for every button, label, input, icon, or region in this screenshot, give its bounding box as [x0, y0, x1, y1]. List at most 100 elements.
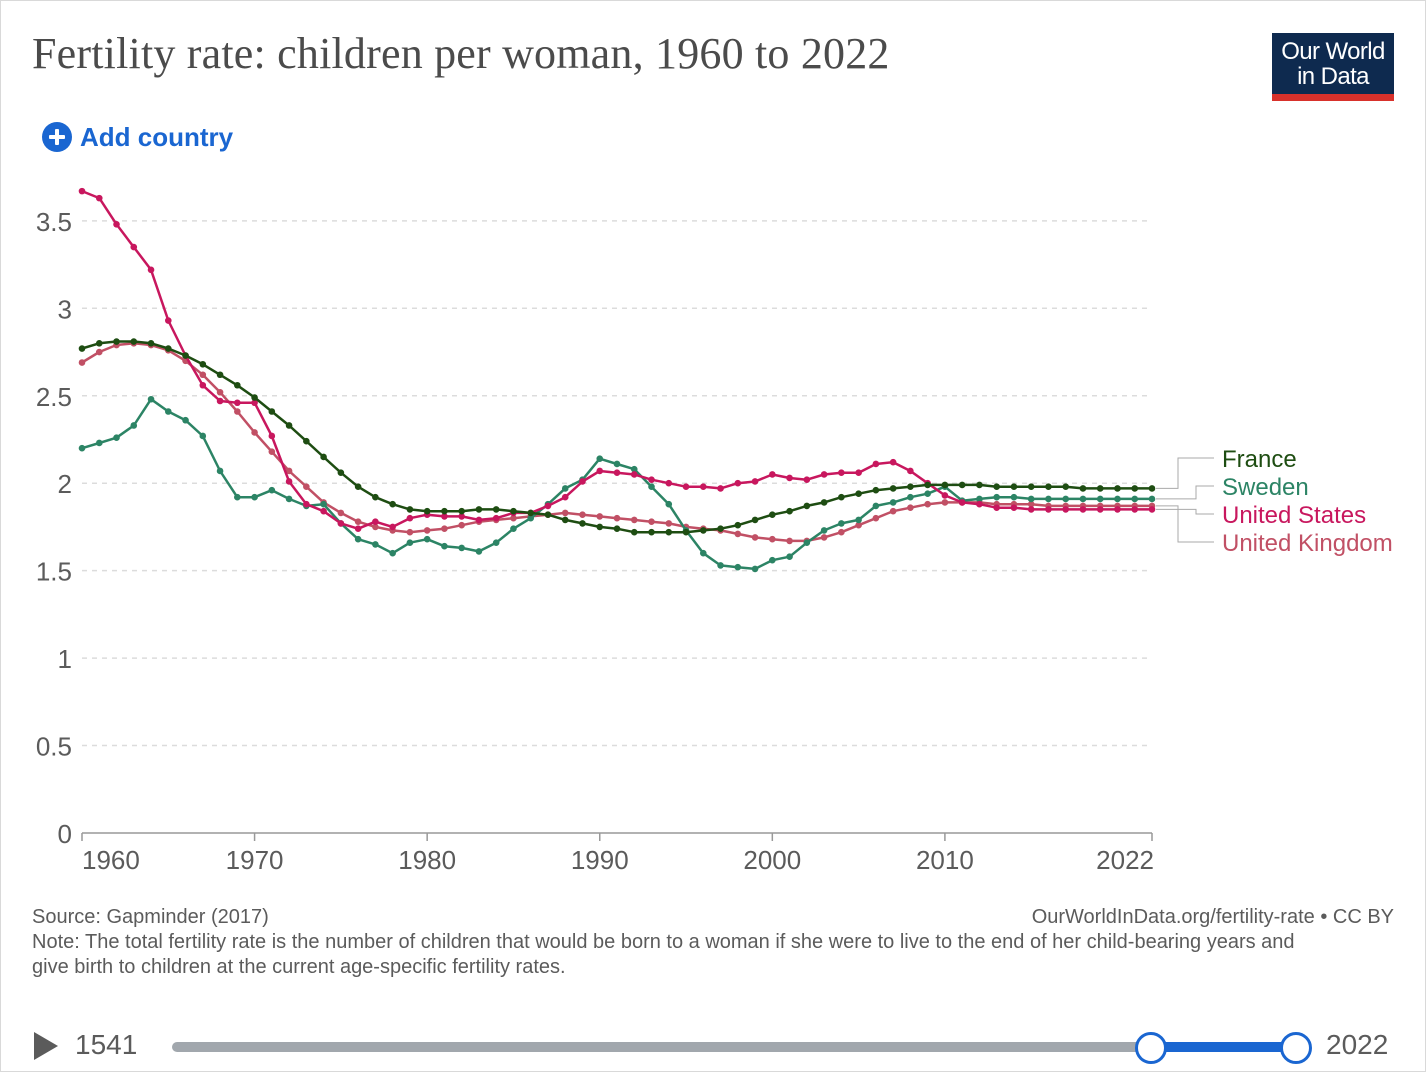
data-point-sweden	[786, 553, 793, 560]
data-point-france	[458, 507, 465, 515]
data-point-sweden	[492, 539, 500, 546]
data-point-united-kingdom	[458, 521, 465, 529]
data-point-sweden	[613, 460, 621, 468]
y-tick-label: 0.5	[36, 732, 72, 762]
data-point-united-states	[147, 266, 155, 274]
data-point-united-states	[337, 520, 345, 527]
timeline-selected-range	[1151, 1042, 1296, 1052]
data-point-sweden	[1045, 495, 1052, 503]
url-license-link[interactable]: OurWorldInData.org/fertility-rate • CC B…	[1031, 906, 1394, 928]
data-point-sweden	[130, 422, 138, 429]
legend-connector-sweden	[1156, 485, 1214, 500]
data-point-sweden	[820, 527, 828, 534]
data-point-france	[958, 481, 966, 489]
data-point-france	[769, 511, 776, 518]
x-tick-label: 2010	[916, 845, 974, 875]
data-point-sweden	[475, 548, 483, 555]
x-tick-label: 1990	[571, 845, 629, 875]
y-tick-label: 1.5	[36, 557, 72, 587]
timeline-end-handle[interactable]	[1280, 1032, 1312, 1064]
add-country-button[interactable]: Add country	[42, 120, 233, 154]
data-point-sweden	[717, 562, 724, 569]
data-point-united-states	[613, 469, 621, 477]
data-point-sweden	[458, 544, 465, 552]
chart-footer: Source: Gapminder (2017) OurWorldInData.…	[32, 905, 1394, 980]
data-point-united-states	[665, 479, 673, 487]
data-point-united-kingdom	[665, 520, 673, 527]
data-point-france	[441, 507, 448, 515]
series-line-united-states	[81, 189, 1152, 530]
data-point-united-states	[199, 381, 207, 389]
data-point-united-states	[234, 399, 241, 407]
data-point-united-states	[941, 492, 949, 499]
data-point-france	[130, 338, 138, 345]
data-point-united-states	[751, 478, 759, 485]
data-point-france	[596, 523, 604, 531]
data-point-france	[544, 511, 552, 518]
data-point-sweden	[751, 565, 759, 573]
data-point-france	[993, 483, 1000, 490]
data-point-sweden	[993, 493, 1000, 501]
data-point-united-states	[216, 397, 224, 405]
data-point-sweden	[268, 486, 276, 494]
data-point-united-states	[441, 513, 448, 520]
data-point-france	[717, 525, 724, 532]
play-icon[interactable]	[34, 1032, 58, 1060]
data-point-united-states	[630, 471, 638, 478]
chart-title: Fertility rate: children per woman, 1960…	[32, 29, 890, 78]
data-point-france	[734, 521, 742, 529]
data-point-united-states	[907, 467, 914, 475]
data-point-united-states	[372, 518, 379, 525]
data-point-united-states	[993, 504, 1000, 511]
legend-connector-united-kingdom	[1156, 505, 1214, 543]
y-tick-label: 2	[58, 469, 72, 499]
source-text: Source: Gapminder (2017)	[32, 906, 269, 928]
data-point-united-states	[889, 458, 897, 466]
data-point-france	[164, 345, 172, 352]
data-point-sweden	[734, 563, 742, 571]
x-tick-label: 1960	[82, 845, 140, 875]
data-point-sweden	[199, 432, 207, 440]
data-point-united-kingdom	[251, 429, 258, 436]
data-point-france	[1062, 483, 1070, 490]
data-point-united-states	[1096, 506, 1104, 513]
data-point-united-states	[354, 525, 362, 532]
data-point-france	[303, 437, 310, 445]
data-point-united-kingdom	[1027, 500, 1035, 508]
data-point-france	[941, 481, 949, 489]
data-point-sweden	[354, 535, 362, 543]
data-point-sweden	[648, 483, 655, 490]
data-point-united-kingdom	[372, 523, 379, 531]
data-point-united-kingdom	[510, 514, 517, 522]
timeline-start-handle[interactable]	[1135, 1032, 1168, 1064]
legend-label-sweden: Sweden	[1222, 474, 1309, 501]
data-point-sweden	[889, 499, 897, 506]
data-point-france	[976, 481, 983, 489]
data-point-united-states	[251, 399, 258, 407]
legend-label-united-states: United States	[1222, 502, 1366, 529]
legend-label-united-kingdom: United Kingdom	[1222, 530, 1393, 557]
data-point-united-states	[682, 483, 690, 490]
data-point-france	[216, 371, 224, 379]
timeline-track[interactable]	[172, 1042, 1296, 1052]
data-point-united-kingdom	[907, 504, 914, 511]
data-point-united-kingdom	[889, 507, 897, 515]
data-point-united-states	[1027, 506, 1035, 513]
data-point-united-states	[389, 523, 396, 531]
owid-logo[interactable]: Our World in Data	[1272, 33, 1394, 101]
data-point-france	[838, 493, 845, 501]
data-point-france	[1096, 485, 1104, 492]
data-point-united-kingdom	[786, 537, 793, 545]
data-point-united-states	[285, 478, 293, 485]
data-point-united-states	[769, 471, 776, 478]
data-point-united-states	[320, 507, 327, 515]
data-point-sweden	[1148, 495, 1156, 503]
data-point-france	[268, 408, 276, 415]
data-point-sweden	[1096, 495, 1104, 503]
timeline: 1541 2022	[0, 1020, 1428, 1074]
data-point-france	[354, 483, 362, 490]
data-point-united-kingdom	[285, 467, 293, 475]
data-point-united-states	[1114, 506, 1121, 513]
y-tick-label: 3.5	[36, 207, 72, 237]
data-point-united-kingdom	[303, 483, 310, 490]
